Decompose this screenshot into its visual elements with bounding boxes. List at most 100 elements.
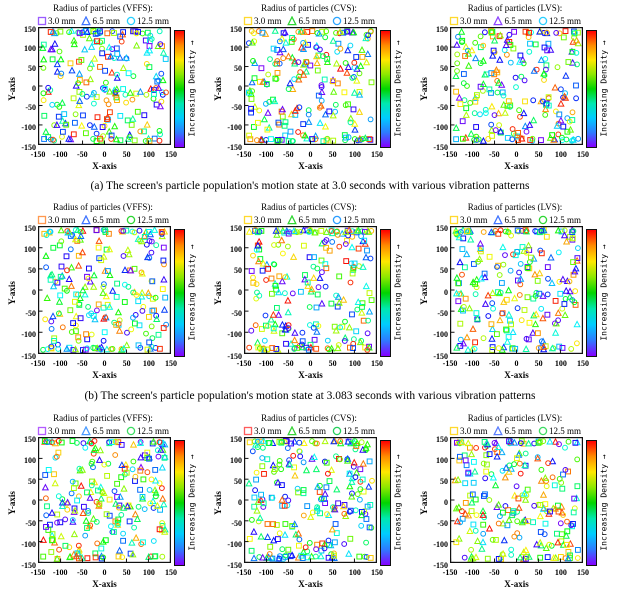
y-tick-label: 50 [440,476,448,486]
y-tick-label: -100 [21,122,36,132]
square-legend-marker-icon [449,426,459,435]
subplot-lvs-b: Radius of particles (LVS): 3.0 mm 6.5 mm 12… [412,202,618,381]
x-tick-label: 150 [577,150,589,159]
plot-body: Y-axis 150 100 50 0 -50 -100 -150 Increasing Den… [412,25,618,151]
y-tick-label: -150 [21,351,36,361]
y-axis-label: Y-axis [418,491,429,515]
x-tick-label: 0 [102,568,107,577]
x-tick-label: 150 [577,359,589,368]
legend-item-triangle: 6.5 mm [287,425,326,436]
triangle-legend-marker-icon [287,15,298,25]
x-tick-label: 100 [554,150,567,159]
y-axis-label-text: Y-axis [418,490,429,515]
x-tick-label: -150 [236,359,252,368]
legend-label: 12.5 mm [137,214,170,225]
x-tick-label: 0 [514,568,519,577]
legend-label: 3.0 mm [47,425,76,436]
plot-area [450,27,584,150]
colorbar [174,29,185,148]
y-tick-label: 0 [238,287,242,297]
x-tick-label: -50 [282,568,294,577]
y-axis-label-text: Y-axis [212,280,223,305]
figure-row-b: Radius of particles (VFFS): 3.0 mm 6.5 mm 1… [0,202,620,381]
x-tick-label: 50 [534,359,543,368]
colorbar [174,228,185,357]
subplot-cvs-c: Radius of particles (CVS): 3.0 mm 6.5 mm 12… [206,413,412,590]
y-tick-label: -50 [25,103,36,113]
legend-label: 6.5 mm [298,214,326,225]
colorbar-label: Increasing Density → [185,229,200,357]
y-tick-label: 0 [444,287,448,297]
x-tick-label: 50 [122,359,131,368]
legend-item-square: 3.0 mm [37,425,76,436]
circle-legend-marker-icon [126,16,136,25]
y-tick-label: 0 [238,83,242,93]
y-tick-label: -150 [227,560,242,570]
subplot-lvs-a: Radius of particles (LVS): 3.0 mm 6.5 mm 12… [412,3,618,172]
x-axis-label: X-axis [92,161,117,171]
x-tick-label: -100 [52,150,68,159]
legend-item-circle: 12.5 mm [126,215,169,225]
scatter-plot-lvs-a [450,27,584,146]
legend-label: 3.0 mm [459,214,488,225]
plot-area [38,437,172,568]
colorbar-label-text: Increasing Density → [394,454,404,551]
colorbar-label: Increasing Density → [185,30,200,148]
legend-item-circle: 12.5 mm [126,16,169,26]
plot-legend: 3.0 mm 6.5 mm 12.5 mm [412,14,618,27]
plot-title: Radius of particles (CVS): [261,202,357,212]
y-tick-label: -150 [227,142,242,152]
y-tick-label: 50 [440,63,448,73]
plot-legend: 3.0 mm 6.5 mm 12.5 mm [0,213,206,226]
legend-label: 6.5 mm [298,425,326,436]
legend-item-square: 3.0 mm [449,425,488,436]
x-tick-label: -50 [76,150,88,159]
x-tick-label: -100 [464,359,480,368]
x-tick-labels: -150 -100 -50 0 50 100 150 [443,150,589,160]
legend-item-circle: 12.5 mm [538,16,581,26]
legend-item-circle: 12.5 mm [538,215,581,225]
x-tick-label: 100 [142,150,155,159]
legend-label: 6.5 mm [92,15,120,26]
y-tick-label: -150 [433,142,448,152]
x-axis-label: X-axis [298,161,323,171]
colorbar-label: Increasing Density → [185,440,200,566]
scatter-plot-vffs-b [38,226,172,355]
legend-label: 12.5 mm [343,425,376,436]
subplot-vffs-a: Radius of particles (VFFS): 3.0 mm 6.5 mm 1… [0,3,206,172]
plot-area [244,436,378,568]
scatter-plot-lvs-b [450,225,584,355]
plot-legend: 3.0 mm 6.5 mm 12.5 mm [412,424,618,437]
y-tick-label: -100 [21,330,36,340]
x-tick-label: 150 [371,568,383,577]
y-tick-label: 50 [234,266,242,276]
scatter-plot-cvs-b [244,225,378,355]
legend-item-triangle: 6.5 mm [493,425,532,436]
x-tick-label: -150 [30,150,46,159]
legend-label: 3.0 mm [253,425,282,436]
y-tick-label: -50 [231,518,242,528]
legend-item-triangle: 6.5 mm [81,425,120,436]
colorbar [586,439,597,566]
x-tick-label: 0 [308,568,313,577]
y-axis-label-text: Y-axis [212,490,223,515]
x-tick-label: 150 [165,568,177,577]
y-tick-label: 50 [440,266,448,276]
y-tick-labels: 150 100 50 0 -50 -100 -150 [223,224,244,360]
x-tick-labels: -150 -100 -50 0 50 100 150 [443,568,589,578]
y-tick-label: -150 [433,560,448,570]
x-axis-label: X-axis [504,161,529,171]
x-tick-label: -100 [464,568,480,577]
legend-item-square: 3.0 mm [243,215,281,225]
x-tick-label: -150 [30,359,46,368]
legend-label: 3.0 mm [459,425,488,436]
plot-legend: 3.0 mm 6.5 mm 12.5 mm [206,213,412,226]
x-tick-label: -50 [488,568,500,577]
plot-legend: 3.0 mm 6.5 mm 12.5 mm [206,14,412,27]
plot-body: Y-axis 150 100 50 0 -50 -100 -150 Increasing Den… [0,435,206,569]
plot-area [450,437,584,568]
y-tick-labels: 150 100 50 0 -50 -100 -150 [429,25,450,151]
legend-item-square: 3.0 mm [449,214,488,225]
plot-title: Radius of particles (VFFS): [53,202,153,212]
x-tick-label: -100 [258,359,274,368]
